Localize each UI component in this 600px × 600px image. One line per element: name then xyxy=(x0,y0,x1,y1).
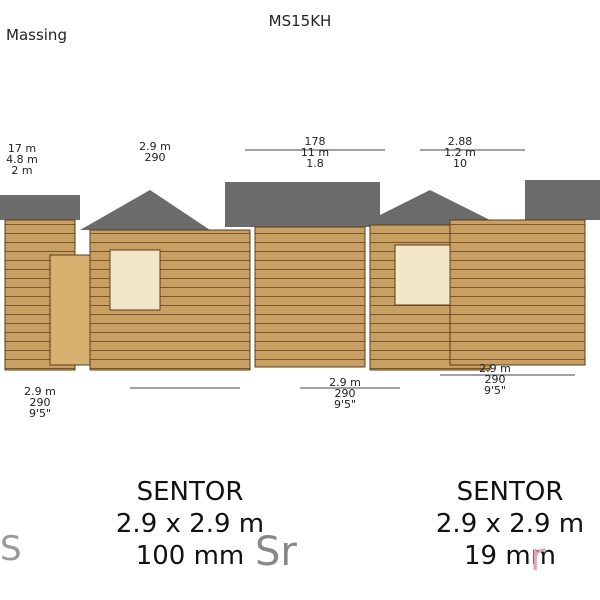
dimension-label: 2.9 m xyxy=(139,140,171,153)
dimension-label: 9'5" xyxy=(29,407,51,420)
dimension-label: 11 m xyxy=(301,146,329,159)
svg-text:r: r xyxy=(530,535,546,579)
header-left: Massing xyxy=(6,26,67,44)
header-center: MS15KH xyxy=(269,12,332,30)
logo-mid: Sr xyxy=(255,529,297,575)
dimension-label: 290 xyxy=(485,373,506,386)
logo-left: S xyxy=(0,529,22,569)
dimension-label: 2.9 m xyxy=(479,362,511,375)
dimension-label: 17 m xyxy=(8,142,36,155)
product-thickness: 19 mm xyxy=(464,541,556,571)
dimension-label: 2.9 m xyxy=(329,376,361,389)
dimension-label: 1.8 xyxy=(306,157,324,170)
product-thickness: 100 mm xyxy=(136,541,245,571)
dimension-label: 10 xyxy=(453,157,467,170)
product-size: 2.9 x 2.9 m xyxy=(116,509,264,539)
dimension-label: 2.88 xyxy=(448,135,473,148)
dimension-label: 290 xyxy=(30,396,51,409)
product-name: SENTOR xyxy=(137,477,244,507)
dimension-label: 9'5" xyxy=(334,398,356,411)
dimension-label: 1.2 m xyxy=(444,146,476,159)
dimension-label: 9'5" xyxy=(484,384,506,397)
dimension-label: 4.8 m xyxy=(6,153,38,166)
dimension-label: 178 xyxy=(305,135,326,148)
dimension-label: 290 xyxy=(335,387,356,400)
svg-text:Sr: Sr xyxy=(255,529,297,575)
shed-right xyxy=(360,180,600,371)
shed-mid-left xyxy=(80,190,251,371)
dimension-label: 290 xyxy=(145,151,166,164)
product-name: SENTOR xyxy=(457,477,564,507)
dimension-label: 2 m xyxy=(11,164,32,177)
product-size: 2.9 x 2.9 m xyxy=(436,509,584,539)
dimension-label: 2.9 m xyxy=(24,385,56,398)
logo-right: r xyxy=(530,535,546,579)
shed-center xyxy=(225,182,380,368)
svg-text:S: S xyxy=(0,529,22,569)
